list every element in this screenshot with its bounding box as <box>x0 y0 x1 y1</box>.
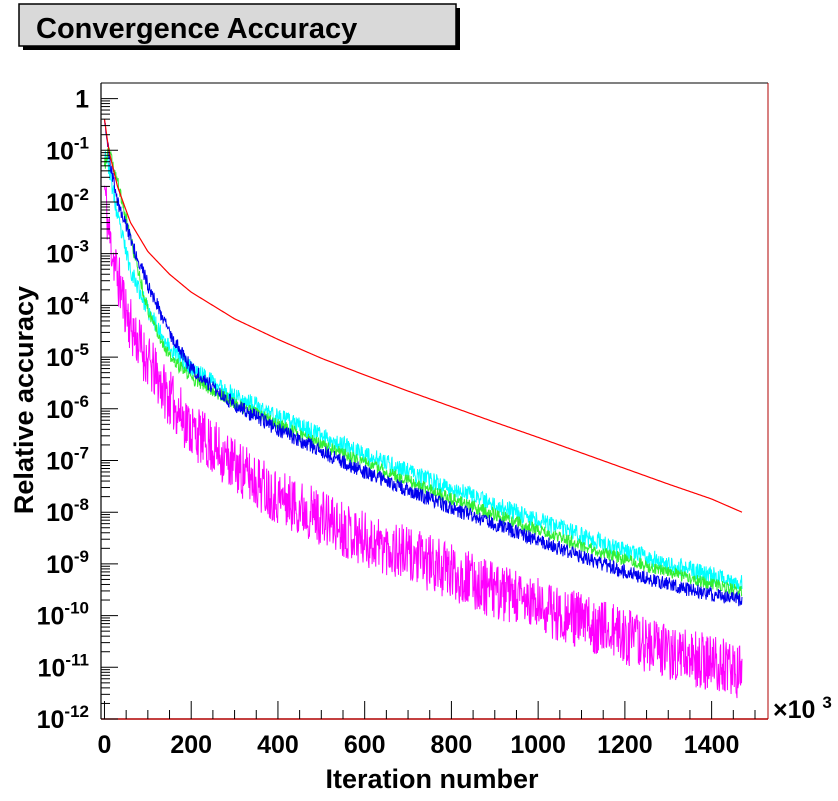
x-tick-label: 200 <box>170 731 212 759</box>
x-tick-label: 600 <box>344 731 386 759</box>
tick-layer <box>101 82 756 720</box>
x-tick-label: 0 <box>98 731 112 759</box>
y-tick-label: 10-6 <box>46 392 89 424</box>
chart-title: Convergence Accuracy <box>36 13 357 45</box>
series-2 <box>103 151 743 590</box>
title-box-frame <box>18 3 457 47</box>
axis-layer <box>100 83 768 720</box>
series-3-line <box>103 146 743 597</box>
x-tick-label: 800 <box>431 731 473 759</box>
series-1-line <box>103 185 743 699</box>
y-tick-label: 10-5 <box>46 340 89 372</box>
x-tick-label: 400 <box>257 731 299 759</box>
y-tick-label: 10-4 <box>46 288 89 320</box>
y-tick-label: 10-1 <box>46 133 89 165</box>
x-tick-label: 1200 <box>597 731 653 759</box>
series-1 <box>103 185 743 699</box>
x-axis-title: Iteration number <box>325 764 539 794</box>
series-3 <box>103 146 743 597</box>
series-2-line <box>103 151 743 590</box>
y-tick-label: 10-12 <box>37 702 89 734</box>
series-5 <box>103 119 743 513</box>
y-tick-label: 1 <box>75 86 89 114</box>
title-box: Convergence Accuracy <box>18 3 460 50</box>
y-tick-label: 10-7 <box>46 443 89 475</box>
y-tick-label: 10-8 <box>46 495 89 527</box>
series-layer <box>103 119 743 699</box>
x-multiplier: ×10 3 <box>773 693 832 724</box>
x-multiplier-exponent: 3 <box>822 693 831 712</box>
series-4-line <box>103 119 743 607</box>
x-tick-label: 1000 <box>510 731 566 759</box>
x-tick-label: 1400 <box>684 731 740 759</box>
y-tick-label: 10-9 <box>46 547 89 579</box>
series-5-line <box>103 119 743 513</box>
y-tick-label: 10-11 <box>38 650 89 682</box>
y-tick-label: 10-10 <box>37 599 89 631</box>
series-4 <box>103 119 743 607</box>
x-multiplier-base: ×10 <box>773 696 815 724</box>
label-layer: 0 200 400 600 800 1000 1200 1400 1 10-1 10-2 10-3 10… <box>37 86 740 759</box>
y-tick-label: 10-2 <box>46 185 89 217</box>
y-axis-title: Relative accuracy <box>9 286 39 514</box>
y-tick-label: 10-3 <box>46 237 89 269</box>
